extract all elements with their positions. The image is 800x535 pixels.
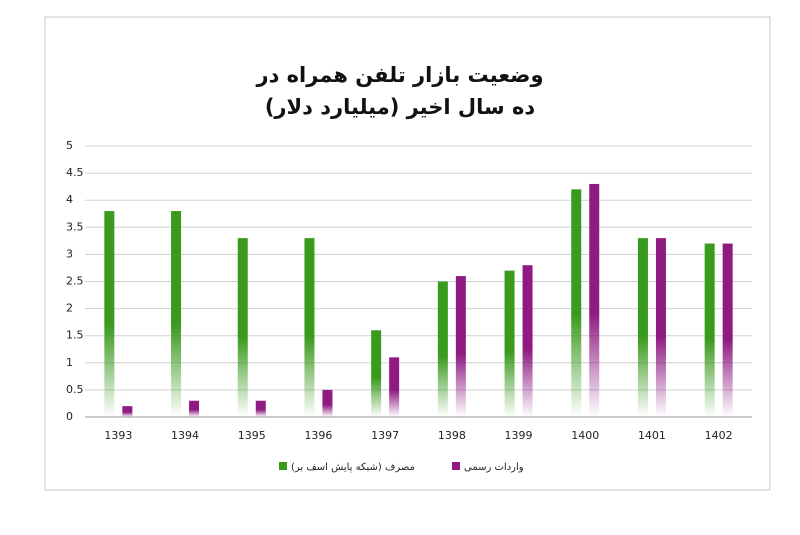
bar <box>655 238 666 417</box>
y-tick-label: 2 <box>66 302 73 315</box>
bar <box>371 330 382 417</box>
y-tick-label: 3.5 <box>66 220 84 233</box>
y-tick-label: 4.5 <box>66 166 84 179</box>
bar <box>389 357 400 417</box>
bar <box>104 211 115 417</box>
bar <box>255 400 266 417</box>
bar <box>704 243 715 417</box>
bar <box>322 389 333 417</box>
bar <box>589 183 600 417</box>
y-tick-label: 0.5 <box>66 383 84 396</box>
bar <box>522 265 533 417</box>
x-tick-label: 1402 <box>705 429 733 442</box>
x-tick-label: 1396 <box>304 429 332 442</box>
bar <box>504 270 515 417</box>
x-tick-label: 1399 <box>505 429 533 442</box>
bar <box>637 238 648 417</box>
bar <box>189 400 200 417</box>
chart-frame <box>44 16 771 491</box>
y-tick-label: 4 <box>66 193 73 206</box>
y-tick-label: 2.5 <box>66 275 84 288</box>
y-tick-label: 0 <box>66 410 73 423</box>
bar <box>455 276 466 417</box>
x-tick-label: 1395 <box>238 429 266 442</box>
x-tick-label: 1398 <box>438 429 466 442</box>
bar <box>237 238 248 417</box>
x-tick-label: 1400 <box>571 429 599 442</box>
bar <box>437 281 448 417</box>
legend-swatch <box>452 462 460 470</box>
chart-title: ده سال اخیر (میلیارد دلار) <box>265 95 536 119</box>
x-tick-label: 1401 <box>638 429 666 442</box>
legend-label: واردات رسمی <box>464 462 524 473</box>
bar <box>571 189 582 417</box>
y-tick-label: 1.5 <box>66 329 84 342</box>
y-tick-label: 3 <box>66 247 73 260</box>
legend-label: مصرف (شبکه پایش اسف بر) <box>291 462 415 473</box>
x-tick-label: 1393 <box>104 429 132 442</box>
y-tick-label: 1 <box>66 356 73 369</box>
x-tick-label: 1394 <box>171 429 199 442</box>
bar <box>722 243 733 417</box>
x-tick-label: 1397 <box>371 429 399 442</box>
bar <box>304 238 315 417</box>
bar <box>171 211 182 417</box>
y-tick-label: 5 <box>66 139 73 152</box>
legend-swatch <box>279 462 287 470</box>
bar <box>122 406 133 417</box>
chart-title: وضعیت بازار تلفن همراه در <box>255 63 543 87</box>
